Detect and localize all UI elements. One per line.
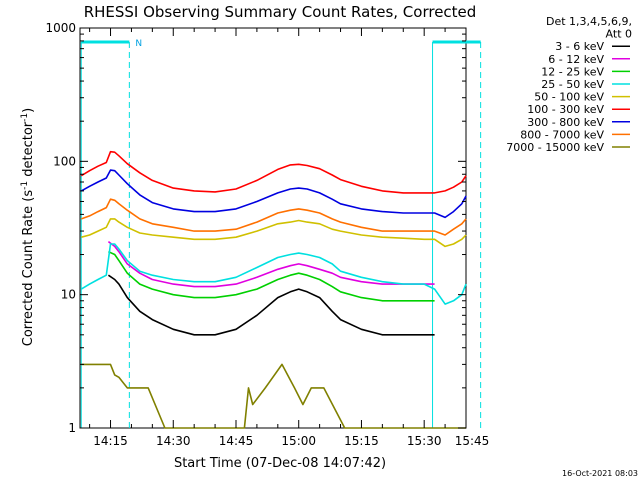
- series-line-5: [80, 150, 467, 194]
- x-tick-label-6: 15:45: [455, 434, 490, 448]
- x-tick-label-1: 14:30: [156, 434, 191, 448]
- night-flag-label: N: [135, 39, 142, 49]
- y-tick-label-1: 10: [61, 288, 76, 302]
- legend-label-6: 300 - 800 keV: [527, 116, 604, 129]
- legend-header-0: Det 1,3,4,5,6,9,: [546, 15, 632, 28]
- x-tick-label-0: 14:15: [93, 434, 128, 448]
- series-line-4: [81, 218, 467, 248]
- x-axis-label: Start Time (07-Dec-08 14:07:42): [174, 456, 386, 471]
- x-tick-label-3: 15:00: [281, 434, 316, 448]
- timestamp: 16-Oct-2021 08:03: [562, 469, 638, 478]
- series-line-6: [80, 169, 467, 219]
- chart-title: RHESSI Observing Summary Count Rates, Co…: [84, 3, 477, 21]
- x-tick-label-2: 14:45: [219, 434, 254, 448]
- y-tick-label-0: 1: [68, 421, 76, 435]
- y-axis-label: Corrected Count Rate (s-1 detector-1): [20, 108, 36, 346]
- series-line-7: [81, 198, 467, 236]
- series-line-2: [108, 250, 435, 302]
- legend-label-2: 12 - 25 keV: [541, 65, 604, 78]
- legend-label-0: 3 - 6 keV: [555, 40, 604, 53]
- series-layer: [80, 150, 467, 429]
- legend-label-3: 25 - 50 keV: [541, 78, 604, 91]
- y-tick-label-2: 100: [53, 154, 76, 168]
- series-line-1: [107, 240, 435, 288]
- legend-header-1: Att 0: [606, 28, 632, 41]
- x-tick-label-4: 15:15: [344, 434, 379, 448]
- series-line-8: [81, 363, 466, 429]
- night-flag-layer: N: [80, 39, 482, 428]
- y-tick-label-3: 1000: [45, 21, 76, 35]
- legend-label-7: 800 - 7000 keV: [520, 128, 604, 141]
- series-line-3: [80, 243, 467, 305]
- legend-label-8: 7000 - 15000 keV: [506, 141, 604, 154]
- legend-label-5: 100 - 300 keV: [527, 103, 604, 116]
- legend-label-1: 6 - 12 keV: [548, 53, 604, 66]
- axes-layer: 1 10 100 1000 14:15 14:30 14:45 15:00 15:15 15:30…: [45, 21, 489, 448]
- plot-area: [79, 27, 467, 429]
- plot-frame: [79, 27, 467, 429]
- x-tick-label-5: 15:30: [407, 434, 442, 448]
- series-line-0: [107, 274, 435, 336]
- legend-label-4: 50 - 100 keV: [534, 91, 604, 104]
